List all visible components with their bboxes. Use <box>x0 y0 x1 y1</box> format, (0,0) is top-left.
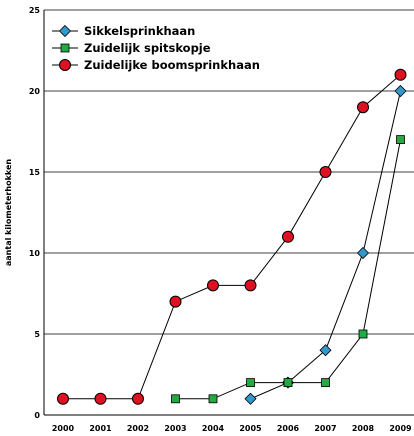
y-axis-label: aantal kilometerhokken <box>4 159 13 267</box>
legend-marker-0 <box>58 24 72 38</box>
point-1-2009 <box>396 135 405 145</box>
legend-label-1: Zuidelijk spitskopje <box>84 41 211 55</box>
legend: Sikkelsprinkhaan Zuidelijk spitskopje Zuid… <box>52 24 260 72</box>
point-0-2008 <box>356 246 370 260</box>
x-tick-2005: 2005 <box>239 424 262 433</box>
x-tick-labels: 2000 2001 2002 2003 2004 2005 2006 2007 2008 2009 <box>52 424 412 433</box>
x-tick-2002: 2002 <box>127 424 149 433</box>
point-1-2007 <box>321 378 330 388</box>
series-2 <box>57 68 407 405</box>
point-2-2009 <box>394 68 407 81</box>
axes <box>43 10 414 416</box>
point-1-2008 <box>358 329 368 339</box>
point-1-2003 <box>171 394 180 404</box>
point-2-2005 <box>244 279 257 292</box>
point-0-2009 <box>394 84 407 98</box>
legend-label-2: Zuidelijke boomsprinkhaan <box>84 58 260 72</box>
point-2-2002 <box>132 392 144 405</box>
y-tick-5: 5 <box>34 330 40 339</box>
x-tick-2003: 2003 <box>164 424 186 433</box>
grid-lines <box>44 9 414 335</box>
point-1-2004 <box>208 394 218 404</box>
point-2-2004 <box>207 279 219 292</box>
series-0 <box>244 84 407 405</box>
y-tick-10: 10 <box>29 249 41 258</box>
series-line-2 <box>63 74 401 400</box>
x-tick-2006: 2006 <box>277 424 300 433</box>
x-tick-2004: 2004 <box>202 424 225 433</box>
point-2-2003 <box>169 295 182 308</box>
point-2-2001 <box>94 392 107 405</box>
x-tick-2009: 2009 <box>389 424 412 433</box>
point-1-2006 <box>283 378 293 388</box>
x-tick-2000: 2000 <box>52 424 75 433</box>
point-2-2000 <box>57 392 69 405</box>
x-tick-2008: 2008 <box>352 424 375 433</box>
series-group <box>57 68 407 405</box>
point-1-2005 <box>246 378 255 388</box>
legend-marker-2 <box>59 59 71 71</box>
point-2-2006 <box>282 230 294 243</box>
legend-label-0: Sikkelsprinkhaan <box>84 24 195 38</box>
x-tick-2007: 2007 <box>314 424 336 433</box>
legend-marker-1 <box>60 43 70 53</box>
point-0-2007 <box>319 344 332 357</box>
point-2-2008 <box>357 101 369 114</box>
series-line-1 <box>175 139 401 400</box>
y-tick-15: 15 <box>29 168 41 177</box>
point-0-2005 <box>244 392 257 405</box>
y-tick-25: 25 <box>29 6 41 15</box>
x-tick-2001: 2001 <box>89 424 112 433</box>
y-tick-labels: 0 5 10 15 20 25 <box>29 6 41 420</box>
y-tick-0: 0 <box>34 411 40 420</box>
series-1 <box>171 135 405 404</box>
point-2-2007 <box>319 166 332 178</box>
y-tick-20: 20 <box>29 87 41 96</box>
